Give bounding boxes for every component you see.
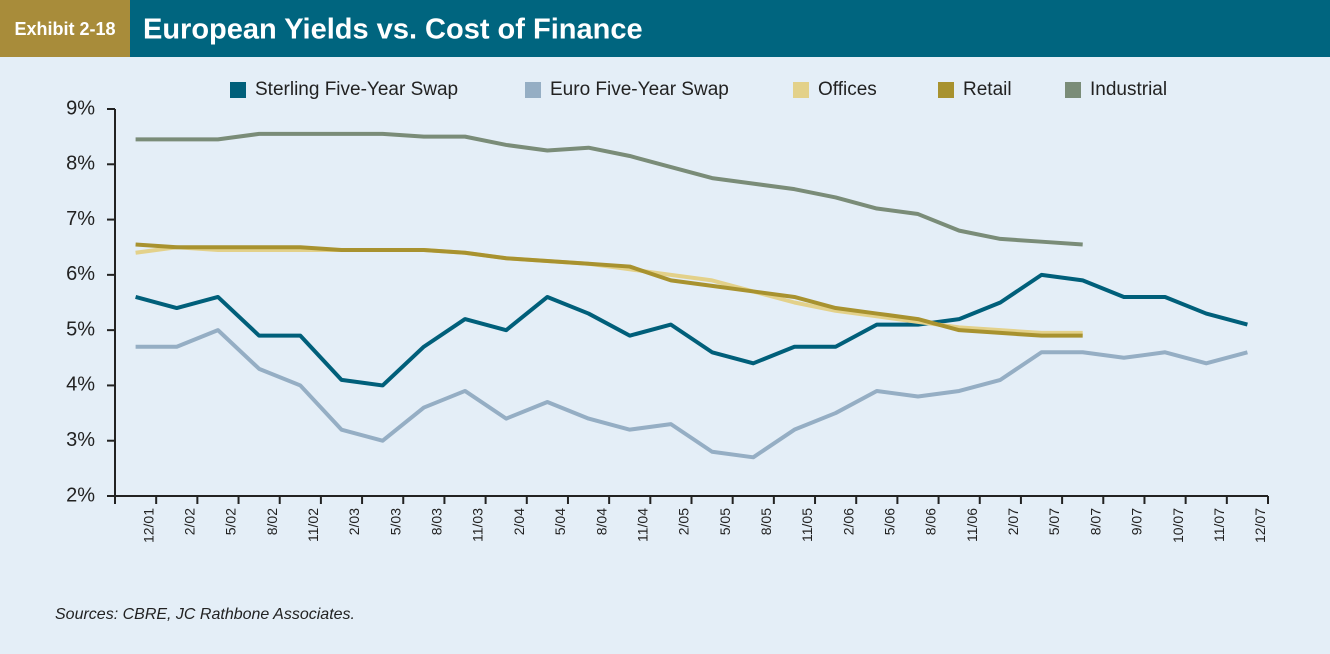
legend-swatch <box>1065 82 1081 98</box>
x-tick-label: 8/07 <box>1087 508 1103 535</box>
x-tick-label: 5/04 <box>552 508 568 535</box>
x-tick-label: 5/05 <box>717 508 733 535</box>
legend-label: Offices <box>818 79 877 100</box>
x-tick-label: 12/01 <box>140 508 156 543</box>
x-tick-label: 8/04 <box>593 508 609 535</box>
series-line <box>135 131 1083 247</box>
y-tick-label: 7% <box>66 208 95 230</box>
header-bar <box>0 0 1330 57</box>
y-tick-label: 5% <box>66 318 95 340</box>
y-tick-label: 2% <box>66 484 95 506</box>
legend-swatch <box>525 82 541 98</box>
x-tick-label: 10/07 <box>1170 508 1186 543</box>
x-tick-label: 2/05 <box>676 508 692 535</box>
series-line <box>135 272 1248 388</box>
x-tick-label: 11/05 <box>799 508 815 542</box>
legend-label: Industrial <box>1090 79 1167 100</box>
x-tick-label: 5/03 <box>387 508 403 535</box>
legend-swatch <box>230 82 246 98</box>
series-line <box>135 242 1083 338</box>
x-tick-label: 11/03 <box>470 508 486 542</box>
x-tick-label: 12/07 <box>1252 508 1268 543</box>
x-tick-label: 11/07 <box>1211 508 1227 542</box>
x-tick-label: 5/07 <box>1046 508 1062 535</box>
x-tick-label: 2/06 <box>840 508 856 535</box>
x-tick-label: 5/06 <box>882 508 898 535</box>
x-tick-label: 8/02 <box>264 508 280 535</box>
x-tick-label: 11/06 <box>964 508 980 542</box>
x-tick-label: 2/07 <box>1005 508 1021 535</box>
y-tick-label: 4% <box>66 374 95 396</box>
x-tick-label: 8/05 <box>758 508 774 535</box>
y-tick-label: 9% <box>66 97 95 119</box>
y-tick-label: 6% <box>66 263 95 285</box>
legend-label: Euro Five-Year Swap <box>550 79 729 100</box>
x-tick-label: 11/04 <box>634 508 650 542</box>
legend-swatch <box>793 82 809 98</box>
x-tick-label: 9/07 <box>1129 508 1145 535</box>
legend-label: Sterling Five-Year Swap <box>255 79 458 100</box>
chart-title: European Yields vs. Cost of Finance <box>143 14 643 46</box>
y-tick-label: 3% <box>66 429 95 451</box>
y-tick-label: 8% <box>66 153 95 175</box>
exhibit-box <box>0 0 130 57</box>
legend-swatch <box>938 82 954 98</box>
legend-label: Retail <box>963 79 1012 100</box>
x-tick-label: 2/03 <box>346 508 362 535</box>
x-tick-label: 8/03 <box>429 508 445 535</box>
x-tick-label: 5/02 <box>223 508 239 535</box>
x-tick-label: 2/02 <box>181 508 197 535</box>
x-tick-label: 11/02 <box>305 508 321 542</box>
series-line <box>135 328 1248 460</box>
exhibit-label: Exhibit 2-18 <box>14 19 115 39</box>
x-tick-label: 8/06 <box>923 508 939 535</box>
source-note: Sources: CBRE, JC Rathbone Associates. <box>55 606 355 623</box>
x-tick-label: 2/04 <box>511 508 527 535</box>
